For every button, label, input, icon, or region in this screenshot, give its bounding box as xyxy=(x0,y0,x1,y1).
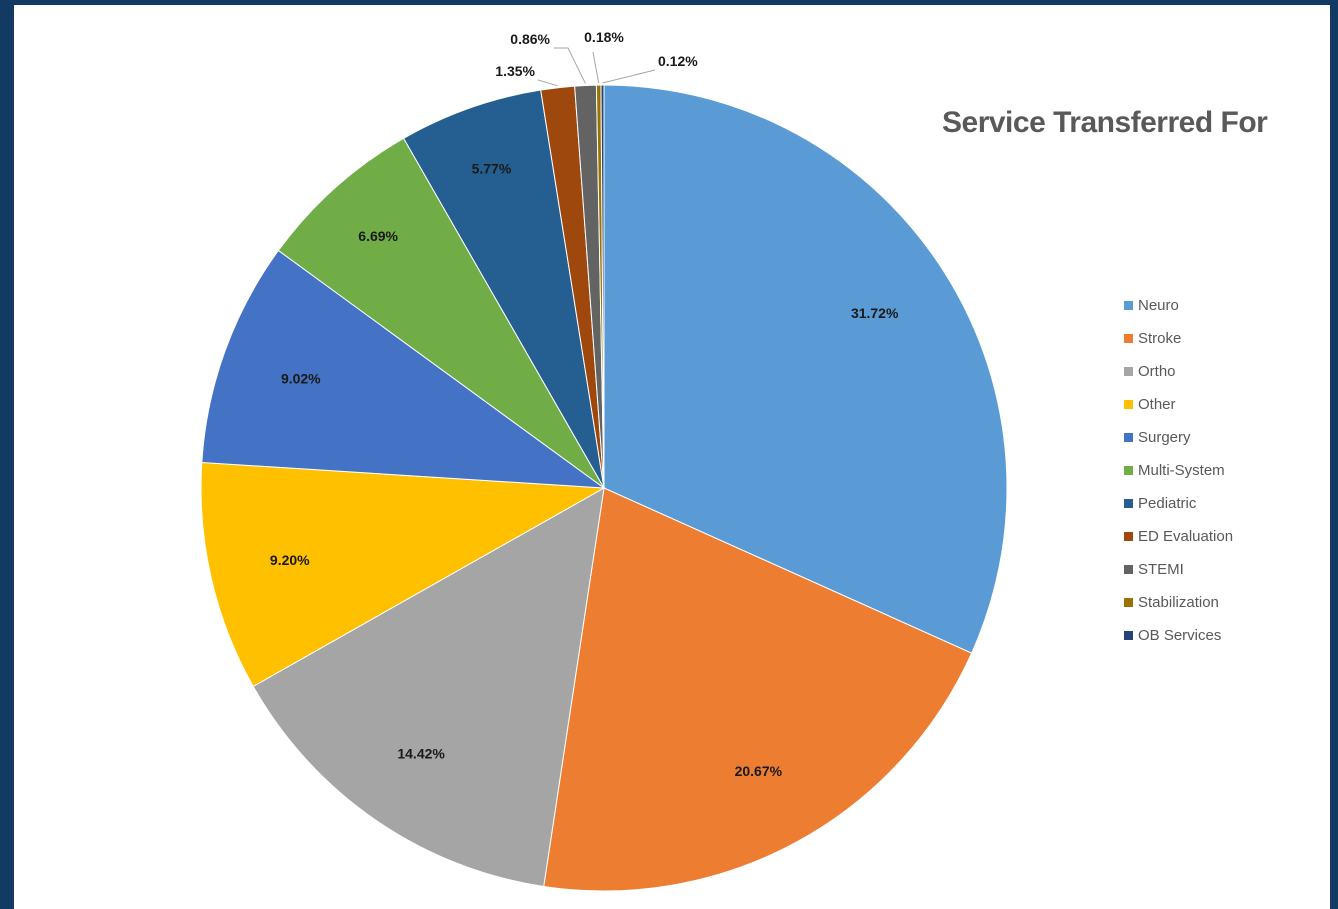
legend-item-multi-system: Multi-System xyxy=(1124,454,1233,487)
legend-item-stemi: STEMI xyxy=(1124,553,1233,586)
chart-title: Service Transferred For xyxy=(942,106,1268,139)
legend-item-neuro: Neuro xyxy=(1124,289,1233,322)
legend-label: Neuro xyxy=(1138,297,1179,314)
legend-swatch xyxy=(1124,400,1133,409)
legend-item-other: Other xyxy=(1124,388,1233,421)
data-label-multi-system: 6.69% xyxy=(358,228,398,244)
legend-swatch xyxy=(1124,334,1133,343)
data-label-surgery: 9.02% xyxy=(281,370,321,386)
legend-item-surgery: Surgery xyxy=(1124,421,1233,454)
chart-legend: Neuro Stroke Ortho Other Surgery Multi-System… xyxy=(1124,289,1233,652)
pie-slice-multi-system xyxy=(277,137,605,489)
legend-item-pediatric: Pediatric xyxy=(1124,487,1233,520)
legend-label: ED Evaluation xyxy=(1138,528,1234,545)
legend-swatch xyxy=(1124,631,1133,640)
legend-swatch xyxy=(1124,565,1133,574)
legend-label: Ortho xyxy=(1138,363,1176,380)
leader-line-stemi xyxy=(554,47,586,84)
leader-lines xyxy=(537,47,656,87)
legend-label: STEMI xyxy=(1138,561,1184,578)
data-label-other: 9.20% xyxy=(270,552,310,568)
legend-item-stroke: Stroke xyxy=(1124,322,1233,355)
leader-line-stabilization xyxy=(592,51,600,84)
legend-swatch xyxy=(1124,301,1133,310)
legend-swatch xyxy=(1124,433,1133,442)
data-label-ortho: 14.42% xyxy=(397,746,445,762)
data-labels: 31.72% 20.67% 14.42% 9.20% 9.02% 6.69% 5.77% 1.… xyxy=(270,29,899,779)
data-label-ed-evaluation: 1.35% xyxy=(495,63,535,79)
legend-item-ed-evaluation: ED Evaluation xyxy=(1124,520,1233,553)
leader-line-ed-evaluation xyxy=(537,79,558,87)
pie-slice-stroke xyxy=(543,487,973,892)
legend-swatch xyxy=(1124,499,1133,508)
legend-item-ob-services: OB Services xyxy=(1124,619,1233,652)
legend-label: Stroke xyxy=(1138,330,1182,347)
pie-slice-pediatric xyxy=(402,89,605,489)
legend-label: Stabilization xyxy=(1138,594,1219,611)
pie-slices xyxy=(200,84,1008,892)
leader-line-ob-services xyxy=(602,69,656,84)
legend-label: Multi-System xyxy=(1138,462,1225,479)
data-label-stroke: 20.67% xyxy=(735,763,783,779)
legend-label: Pediatric xyxy=(1138,495,1197,512)
legend-swatch xyxy=(1124,598,1133,607)
pie-slice-neuro xyxy=(603,84,1008,654)
legend-swatch xyxy=(1124,367,1133,376)
data-label-ob-services: 0.12% xyxy=(658,53,698,69)
data-label-stabilization: 0.18% xyxy=(584,29,624,45)
legend-label: Other xyxy=(1138,396,1176,413)
pie-slice-ob-services xyxy=(600,84,605,489)
data-label-pediatric: 5.77% xyxy=(472,161,512,177)
legend-item-ortho: Ortho xyxy=(1124,355,1233,388)
legend-item-stabilization: Stabilization xyxy=(1124,586,1233,619)
legend-label: Surgery xyxy=(1138,429,1191,446)
pie-slice-surgery xyxy=(201,249,606,489)
pie-slice-ortho xyxy=(252,487,605,888)
legend-label: OB Services xyxy=(1138,627,1222,644)
pie-slice-other xyxy=(200,461,606,688)
legend-swatch xyxy=(1124,466,1133,475)
data-label-stemi: 0.86% xyxy=(510,31,550,47)
legend-swatch xyxy=(1124,532,1133,541)
data-label-neuro: 31.72% xyxy=(851,305,899,321)
